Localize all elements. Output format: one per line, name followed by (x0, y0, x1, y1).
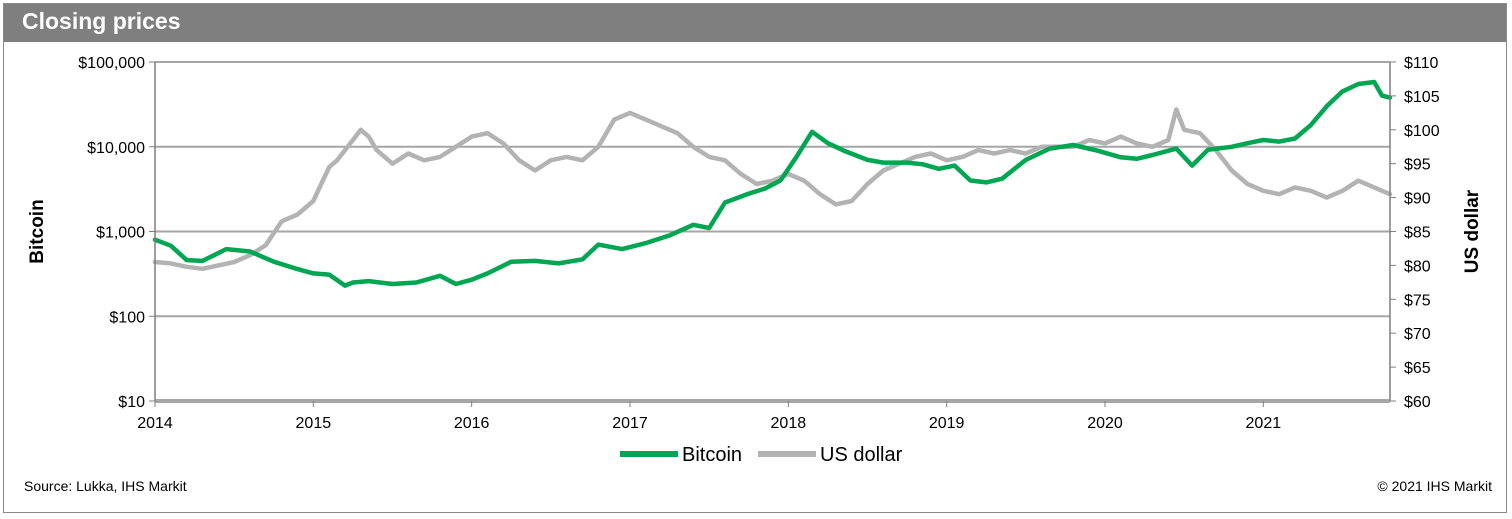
axes: $10 $100 $1,000 $10,000 $100,000 $60 $65 $70 $75… (27, 55, 1483, 432)
x-tick-label: 2018 (771, 415, 807, 432)
right-tick-label: $85 (1404, 225, 1431, 242)
legend: Bitcoin US dollar (620, 444, 903, 466)
right-tick-label: $105 (1404, 89, 1440, 106)
series-lines (152, 79, 1393, 288)
series-line-us-dollar (152, 107, 1393, 272)
x-tick-label: 2021 (1246, 415, 1282, 432)
chart-title: Closing prices (22, 8, 181, 34)
left-tick-label: $10 (118, 394, 145, 411)
left-tick-label: $100,000 (78, 55, 145, 72)
title-bar: Closing prices (4, 4, 1506, 42)
copyright-note: © 2021 IHS Markit (1377, 478, 1492, 494)
x-tick-label: 2016 (454, 415, 490, 432)
right-tick-label: $110 (1404, 55, 1439, 72)
left-tick-label: $1,000 (96, 225, 145, 242)
right-tick-label: $75 (1404, 292, 1431, 309)
left-axis-title: Bitcoin (27, 199, 48, 263)
left-tick-label: $100 (109, 309, 145, 326)
gridlines (155, 61, 1390, 403)
right-tick-label: $70 (1404, 326, 1431, 343)
left-tick-label: $10,000 (87, 140, 145, 157)
right-axis-title: US dollar (1462, 189, 1483, 273)
series-line-bitcoin (152, 79, 1393, 288)
right-tick-label: $65 (1404, 360, 1431, 377)
x-tick-label: 2020 (1087, 415, 1123, 432)
source-note: Source: Lukka, IHS Markit (24, 478, 187, 494)
x-tick-label: 2015 (296, 415, 332, 432)
right-tick-label: $80 (1404, 258, 1431, 275)
x-tick-label: 2019 (929, 415, 965, 432)
right-tick-label: $100 (1404, 123, 1440, 140)
chart-frame: Closing prices Source: Lukka, IHS Markit… (3, 3, 1507, 513)
x-tick-label: 2014 (137, 415, 173, 432)
right-tick-label: $60 (1404, 394, 1431, 411)
right-tick-label: $95 (1404, 157, 1431, 174)
right-tick-label: $90 (1404, 191, 1431, 208)
legend-label: Bitcoin (682, 444, 742, 466)
x-tick-label: 2017 (612, 415, 648, 432)
legend-label: US dollar (820, 444, 903, 466)
